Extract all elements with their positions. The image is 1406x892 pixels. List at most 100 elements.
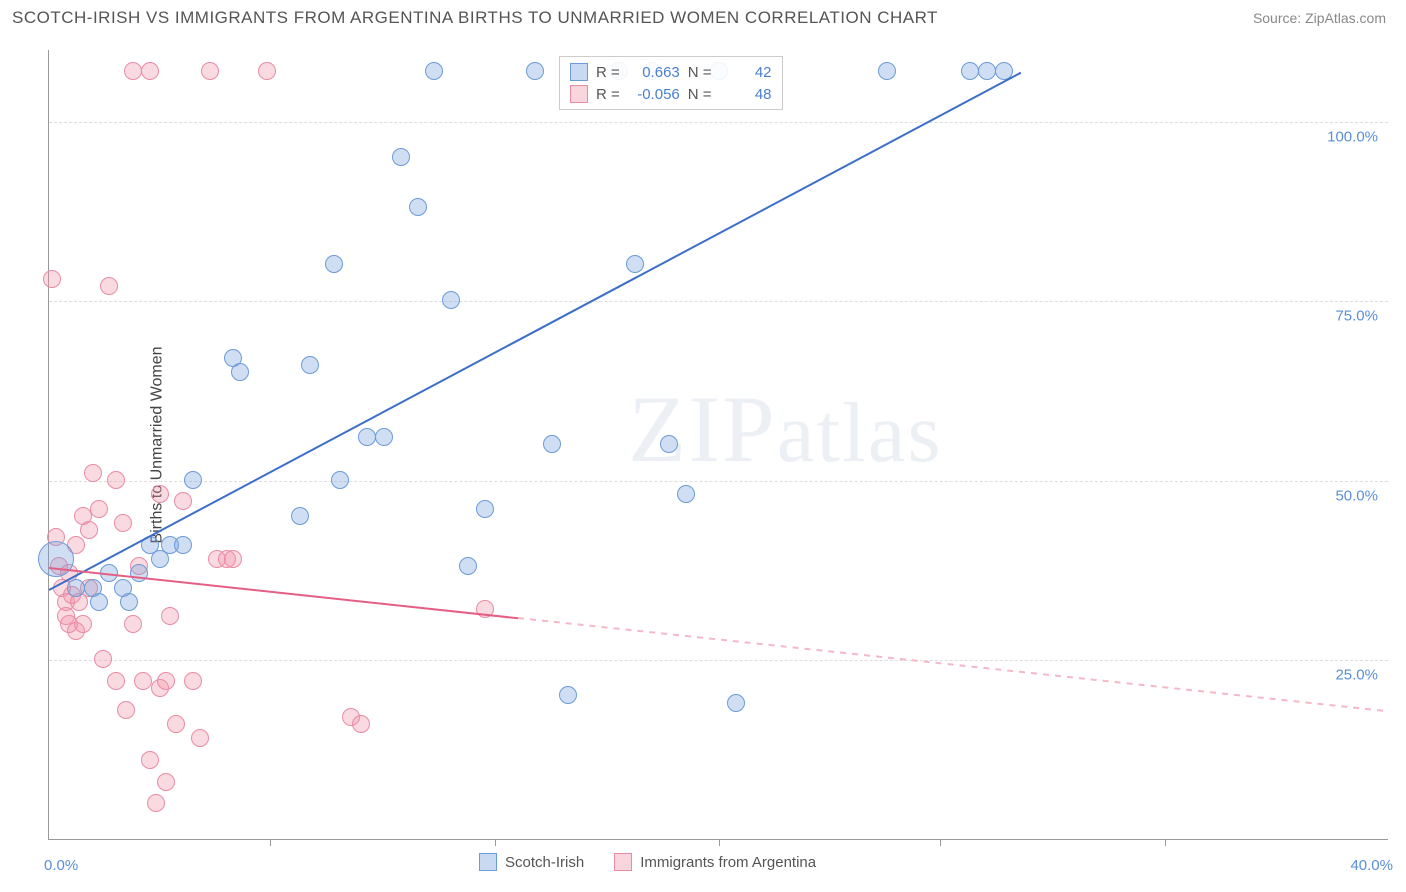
data-point [358, 428, 376, 446]
data-point [90, 500, 108, 518]
data-point [727, 694, 745, 712]
data-point [157, 672, 175, 690]
gridline [49, 660, 1388, 661]
data-point [660, 435, 678, 453]
data-point [43, 270, 61, 288]
data-point [392, 148, 410, 166]
y-tick-label: 75.0% [1335, 308, 1378, 325]
y-tick-label: 50.0% [1335, 487, 1378, 504]
data-point [459, 557, 477, 575]
swatch-series-b-icon [614, 853, 632, 871]
swatch-series-a-icon [479, 853, 497, 871]
data-point [301, 356, 319, 374]
data-point [124, 62, 142, 80]
data-point [94, 650, 112, 668]
chart-plot-area: Births to Unmarried Women 25.0% 50.0% 75.0… [48, 50, 1388, 840]
r-label: R = [596, 86, 620, 103]
data-point [141, 751, 159, 769]
x-tick [719, 839, 720, 846]
legend-item-a: Scotch-Irish [479, 853, 584, 871]
data-point [134, 672, 152, 690]
gridline [49, 301, 1388, 302]
watermark: ZIPatlas [628, 374, 942, 484]
stats-legend: R = 0.663 N = 42 R = -0.056 N = 48 [559, 56, 783, 110]
data-point [442, 291, 460, 309]
data-point [174, 492, 192, 510]
data-point [67, 579, 85, 597]
data-point [409, 198, 427, 216]
data-point [74, 615, 92, 633]
data-point [258, 62, 276, 80]
data-point [331, 471, 349, 489]
stats-row-a: R = 0.663 N = 42 [570, 61, 772, 83]
data-point [325, 255, 343, 273]
data-point [201, 62, 219, 80]
x-tick-min: 0.0% [44, 857, 78, 874]
data-point [124, 615, 142, 633]
data-point [184, 672, 202, 690]
r-value-a: 0.663 [628, 64, 680, 81]
data-point [191, 729, 209, 747]
data-point [107, 672, 125, 690]
data-point [147, 794, 165, 812]
legend-item-b: Immigrants from Argentina [614, 853, 816, 871]
data-point [425, 62, 443, 80]
data-point [559, 686, 577, 704]
x-tick [940, 839, 941, 846]
x-tick [495, 839, 496, 846]
data-point [151, 485, 169, 503]
data-point [107, 471, 125, 489]
source-label: Source: ZipAtlas.com [1253, 10, 1386, 26]
swatch-series-a-icon [570, 63, 588, 81]
data-point [543, 435, 561, 453]
data-point [476, 500, 494, 518]
data-point [184, 471, 202, 489]
data-point [174, 536, 192, 554]
data-point [626, 255, 644, 273]
data-point [167, 715, 185, 733]
data-point [117, 701, 135, 719]
data-point [224, 550, 242, 568]
chart-title: SCOTCH-IRISH VS IMMIGRANTS FROM ARGENTIN… [12, 8, 938, 28]
r-value-b: -0.056 [628, 86, 680, 103]
y-tick-label: 100.0% [1327, 128, 1378, 145]
data-point [157, 773, 175, 791]
data-point [375, 428, 393, 446]
n-value-a: 42 [720, 64, 772, 81]
data-point [84, 464, 102, 482]
data-point [677, 485, 695, 503]
data-point [961, 62, 979, 80]
x-tick-max: 40.0% [1350, 857, 1393, 874]
legend-label-a: Scotch-Irish [505, 854, 584, 871]
data-point [352, 715, 370, 733]
y-tick-label: 25.0% [1335, 667, 1378, 684]
x-tick [270, 839, 271, 846]
data-point [80, 521, 98, 539]
x-tick [1165, 839, 1166, 846]
data-point [526, 62, 544, 80]
data-point [291, 507, 309, 525]
data-point [130, 564, 148, 582]
data-point [100, 277, 118, 295]
trend-line [49, 72, 1021, 591]
y-axis-label: Births to Unmarried Women [149, 346, 167, 543]
stats-row-b: R = -0.056 N = 48 [570, 83, 772, 105]
gridline [49, 122, 1388, 123]
data-point [90, 593, 108, 611]
swatch-series-b-icon [570, 85, 588, 103]
data-point [141, 62, 159, 80]
data-point [120, 593, 138, 611]
n-value-b: 48 [720, 86, 772, 103]
data-point [38, 541, 74, 577]
legend-label-b: Immigrants from Argentina [640, 854, 816, 871]
trend-line [518, 617, 1389, 712]
data-point [231, 363, 249, 381]
data-point [978, 62, 996, 80]
bottom-legend: Scotch-Irish Immigrants from Argentina [479, 853, 816, 871]
data-point [161, 607, 179, 625]
data-point [114, 514, 132, 532]
data-point [878, 62, 896, 80]
r-label: R = [596, 64, 620, 81]
n-label: N = [688, 86, 712, 103]
n-label: N = [688, 64, 712, 81]
